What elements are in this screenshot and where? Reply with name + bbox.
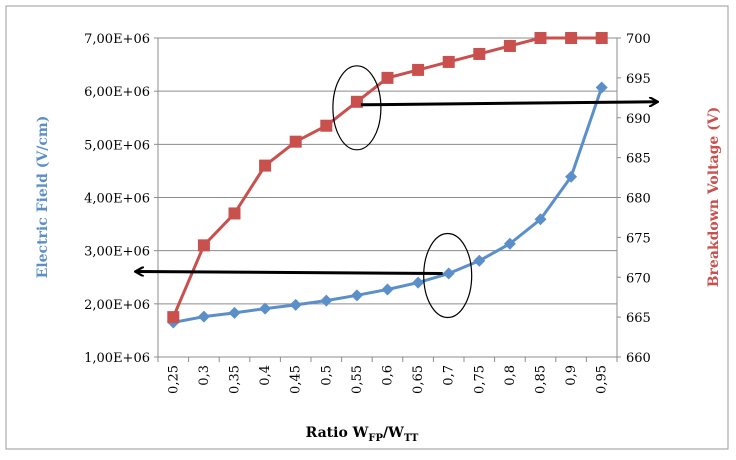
breakdown-voltage-point: [228, 207, 241, 220]
breakdown-voltage-point: [442, 55, 455, 68]
highlight-ellipse-field: [423, 232, 473, 319]
x-tick-label: 0,5: [319, 365, 334, 386]
electric-field-point: [595, 81, 608, 94]
y-left-tick-label: 1,00E+06: [84, 351, 150, 366]
electric-field-point: [228, 306, 241, 319]
y-right-tick-label: 670: [626, 271, 651, 286]
electric-field-point: [320, 294, 333, 307]
electric-field-point: [381, 283, 394, 296]
y-axis-right-label: Breakdown Voltage (V): [706, 107, 722, 288]
breakdown-voltage-point: [473, 47, 486, 60]
y-right-tick-label: 700: [626, 32, 651, 47]
x-axis-label: Ratio WFP/WTT: [306, 425, 419, 444]
y-right-tick-label: 665: [626, 311, 651, 326]
x-tick-label: 0,65: [411, 365, 426, 394]
series: [167, 32, 608, 329]
x-axis-label-sub1: FP: [368, 433, 383, 444]
electric-field-point: [259, 302, 272, 315]
y-left-tick-label: 5,00E+06: [84, 138, 150, 153]
breakdown-voltage-point: [197, 239, 210, 252]
x-tick-label: 0,4: [258, 365, 273, 386]
breakdown-voltage-point: [320, 119, 333, 132]
annotations: [136, 65, 657, 319]
y-right-tick-label: 660: [626, 351, 651, 366]
x-tick-label: 0,3: [197, 365, 212, 386]
x-axis-label-separator: /W: [383, 425, 404, 441]
breakdown-voltage-point: [350, 95, 363, 108]
electric-field-point: [534, 213, 547, 226]
electric-field-point: [565, 170, 578, 183]
x-axis-label-main: Ratio W: [306, 425, 369, 441]
breakdown-voltage-point: [595, 32, 608, 44]
electric-field-point: [289, 298, 302, 311]
x-tick-label: 0,55: [350, 365, 365, 394]
electric-field-point: [350, 289, 363, 302]
breakdown-voltage-point: [503, 39, 516, 52]
y-right-tick-label: 690: [626, 112, 651, 127]
breakdown-voltage-point: [412, 63, 425, 76]
breakdown-voltage-point: [167, 311, 180, 324]
electric-field-point: [412, 276, 425, 289]
y-axis-left-label: Electric Field (V/cm): [35, 116, 51, 279]
x-axis-label-sub2: TT: [404, 433, 419, 444]
gridlines: [158, 37, 617, 358]
electric-field-point: [503, 237, 516, 250]
y-right-tick-label: 675: [626, 231, 651, 246]
breakdown-voltage-point: [534, 32, 547, 44]
arrow-to-left-axis: [136, 272, 443, 274]
axes: 1,00E+06 2,00E+06 3,00E+06 4,00E+06 5,00E+06…: [84, 32, 651, 394]
x-tick-label: 0,6: [381, 365, 396, 386]
breakdown-voltage-point: [259, 159, 272, 172]
highlight-ellipse-voltage: [332, 65, 382, 151]
breakdown-voltage-point: [381, 71, 394, 84]
electric-field-point: [197, 310, 210, 323]
x-tick-label: 0,75: [472, 365, 487, 394]
electric-field-point: [473, 254, 486, 267]
y-right-tick-label: 680: [626, 192, 651, 207]
electric-field-point: [442, 267, 455, 280]
y-left-tick-label: 4,00E+06: [84, 192, 150, 207]
y-right-tick-label: 695: [626, 72, 651, 87]
x-tick-label: 0,95: [595, 365, 610, 394]
axis-labels: Electric Field (V/cm) Breakdown Voltage …: [35, 107, 722, 444]
x-tick-label: 0,85: [534, 365, 549, 394]
y-left-tick-label: 7,00E+06: [84, 32, 150, 47]
y-left-tick-label: 2,00E+06: [84, 298, 150, 313]
x-tick-label: 0,9: [564, 365, 579, 386]
x-tick-label: 0,7: [442, 365, 457, 386]
chart-border: [5, 5, 729, 450]
y-left-tick-label: 3,00E+06: [84, 245, 150, 260]
x-tick-label: 0,25: [166, 365, 181, 394]
y-right-tick-label: 685: [626, 152, 651, 167]
breakdown-voltage-point: [289, 135, 302, 148]
breakdown-voltage-point: [565, 32, 578, 44]
arrow-to-right-axis: [360, 102, 657, 105]
x-tick-label: 0,45: [289, 365, 304, 394]
x-tick-label: 0,35: [228, 365, 243, 394]
y-left-tick-label: 6,00E+06: [84, 85, 150, 100]
x-tick-label: 0,8: [503, 365, 518, 386]
